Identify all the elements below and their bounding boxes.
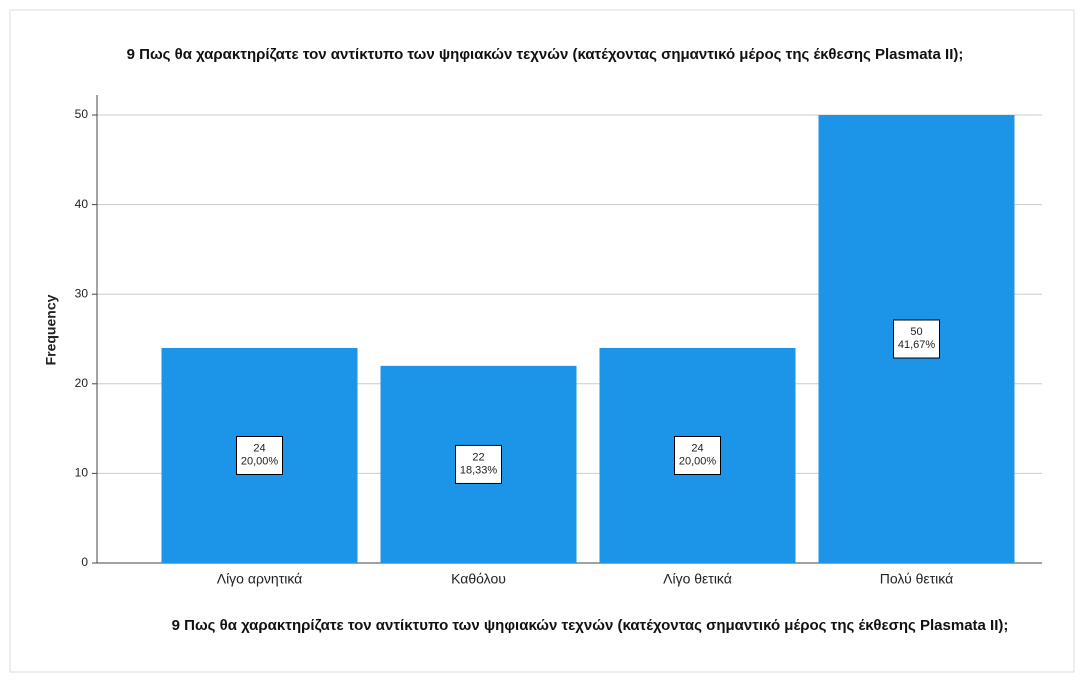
y-tick-label: 30 <box>75 286 89 300</box>
x-tick-label: Πολύ θετικά <box>880 571 953 587</box>
y-tick-label: 10 <box>75 466 89 480</box>
data-label-percent: 18,33% <box>460 464 498 476</box>
chart-title: 9 Πως θα χαρακτηρίζατε τον αντίκτυπο των… <box>126 46 964 63</box>
x-tick-label: Καθόλου <box>451 571 506 587</box>
data-label-box <box>236 435 283 475</box>
data-label-box <box>455 444 502 484</box>
data-label-percent: 20,00% <box>241 455 279 467</box>
data-label-box <box>893 319 940 359</box>
y-tick-label: 50 <box>75 107 89 121</box>
y-tick-label: 20 <box>75 376 89 390</box>
data-label-box <box>674 435 721 475</box>
y-axis-label: Frequency <box>43 294 59 365</box>
y-tick-label: 40 <box>75 197 89 211</box>
x-tick-label: Λίγο αρνητικά <box>217 571 303 587</box>
data-label: 50 <box>910 326 922 338</box>
data-label-percent: 20,00% <box>679 455 717 467</box>
x-axis-label: 9 Πως θα χαρακτηρίζατε τον αντίκτυπο των… <box>171 617 1009 634</box>
x-tick-label: Λίγο θετικά <box>663 571 732 587</box>
data-label-percent: 41,67% <box>898 339 936 351</box>
y-tick-label: 0 <box>81 555 88 569</box>
data-label: 24 <box>691 442 703 454</box>
data-label: 24 <box>253 442 265 454</box>
data-label: 22 <box>472 451 484 463</box>
